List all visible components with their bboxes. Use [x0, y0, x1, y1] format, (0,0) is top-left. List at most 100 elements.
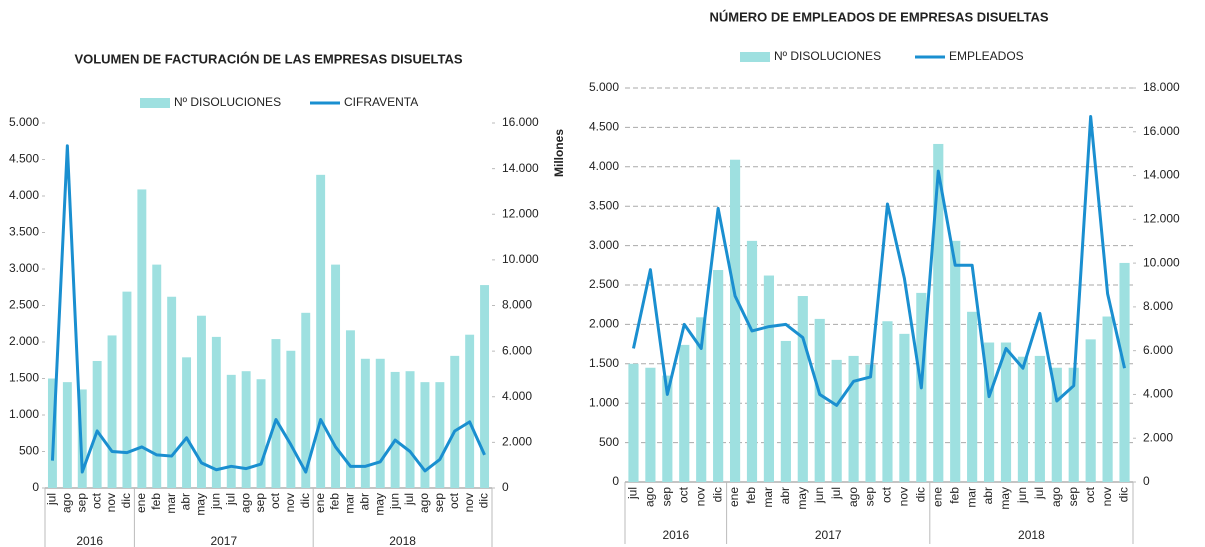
- bar: [271, 339, 281, 488]
- bar: [331, 264, 341, 488]
- bar: [831, 359, 842, 482]
- x-tick-label: ene: [727, 487, 741, 507]
- x-tick-label: jul: [223, 493, 237, 506]
- x-tick-label: feb: [744, 487, 758, 504]
- y2-tick-label: 8.000: [1143, 299, 1173, 313]
- bar: [696, 317, 707, 482]
- x-tick-label: oct: [447, 492, 461, 509]
- bar: [167, 296, 177, 488]
- bar: [950, 240, 961, 482]
- bar: [390, 371, 400, 488]
- bar: [1051, 367, 1062, 482]
- x-tick-label: nov: [283, 493, 297, 512]
- bar: [1017, 356, 1029, 482]
- y-tick-label: 3.000: [9, 261, 39, 275]
- x-tick-label: ene: [134, 493, 148, 513]
- bar: [746, 240, 758, 482]
- bar: [662, 375, 673, 482]
- x-tick-label: ene: [313, 493, 327, 513]
- x-tick-label: oct: [268, 492, 282, 509]
- x-tick-label: mar: [761, 487, 775, 508]
- x-tick-label: abr: [179, 493, 193, 510]
- y2-tick-label: 0: [1143, 474, 1150, 488]
- y2-tick-label: 0: [502, 480, 509, 494]
- bar: [1119, 262, 1130, 482]
- bar: [77, 389, 87, 488]
- bar: [865, 364, 876, 482]
- bar: [345, 330, 355, 488]
- y-tick-label: 2.500: [9, 298, 39, 312]
- y2-tick-label: 12.000: [502, 206, 539, 220]
- bar: [152, 264, 162, 488]
- y-tick-label: 4.500: [9, 152, 39, 166]
- bar: [628, 363, 639, 482]
- x-tick-label: ago: [643, 487, 657, 507]
- bar: [450, 355, 460, 488]
- bar: [1034, 355, 1045, 482]
- bar: [882, 321, 893, 482]
- bar: [226, 374, 236, 488]
- x-tick-label: nov: [897, 487, 911, 506]
- x-tick-label: ago: [238, 493, 252, 513]
- x-tick-label: sep: [660, 487, 674, 507]
- y-tick-label: 500: [599, 435, 619, 449]
- bar: [405, 371, 415, 488]
- y2-tick-label: 14.000: [502, 161, 539, 175]
- y-tick-label: 500: [19, 444, 39, 458]
- x-tick-label: nov: [1100, 487, 1114, 506]
- x-tick-label: may: [998, 487, 1012, 510]
- x-tick-label: feb: [328, 493, 342, 510]
- y2-tick-label: 6.000: [502, 343, 532, 357]
- x-tick-label: mar: [164, 493, 178, 514]
- y-tick-label: 5.000: [9, 115, 39, 129]
- bar: [645, 367, 656, 482]
- year-label: 2016: [662, 528, 689, 542]
- legend-swatch: [140, 98, 170, 108]
- y2-tick-label: 4.000: [1143, 387, 1173, 401]
- x-tick-label: sep: [863, 487, 877, 507]
- x-tick-label: nov: [693, 487, 707, 506]
- x-tick-label: oct: [1083, 486, 1097, 503]
- x-tick-label: feb: [947, 487, 961, 504]
- x-tick-label: dic: [298, 493, 312, 508]
- bar: [316, 174, 326, 488]
- bar: [241, 371, 251, 488]
- bar: [780, 340, 791, 482]
- x-tick-label: may: [194, 493, 208, 516]
- bar: [763, 275, 775, 482]
- x-tick-label: dic: [119, 493, 133, 508]
- bar: [848, 355, 859, 482]
- y-tick-label: 5.000: [589, 80, 619, 94]
- y2-axis-label: Millones: [552, 129, 566, 177]
- y2-tick-label: 16.000: [502, 115, 539, 129]
- y-tick-label: 4.000: [589, 159, 619, 173]
- x-tick-label: jul: [402, 493, 416, 506]
- y2-tick-label: 4.000: [502, 389, 532, 403]
- bar: [435, 382, 445, 488]
- x-tick-label: jul: [626, 487, 640, 500]
- x-tick-label: abr: [358, 493, 372, 510]
- bar: [983, 342, 995, 482]
- x-tick-label: jun: [387, 493, 401, 510]
- x-tick-label: feb: [149, 493, 163, 510]
- bar: [107, 335, 117, 488]
- y-tick-label: 3.500: [589, 198, 619, 212]
- x-tick-label: ago: [60, 493, 74, 513]
- bar: [814, 318, 825, 482]
- x-tick-label: sep: [74, 493, 88, 513]
- x-tick-label: sep: [432, 493, 446, 513]
- x-tick-label: ago: [1049, 487, 1063, 507]
- x-tick-label: dic: [477, 493, 491, 508]
- x-tick-label: abr: [981, 487, 995, 504]
- x-tick-label: jul: [829, 487, 843, 500]
- x-tick-label: oct: [89, 492, 103, 509]
- y-tick-label: 0: [612, 474, 619, 488]
- y-tick-label: 2.500: [589, 277, 619, 291]
- x-tick-label: sep: [253, 493, 267, 513]
- bar: [713, 270, 724, 482]
- x-tick-label: jun: [812, 487, 826, 504]
- legend-label: Nº DISOLUCIONES: [774, 49, 881, 63]
- y-tick-label: 4.500: [589, 120, 619, 134]
- bar: [679, 344, 690, 482]
- bar: [62, 382, 72, 488]
